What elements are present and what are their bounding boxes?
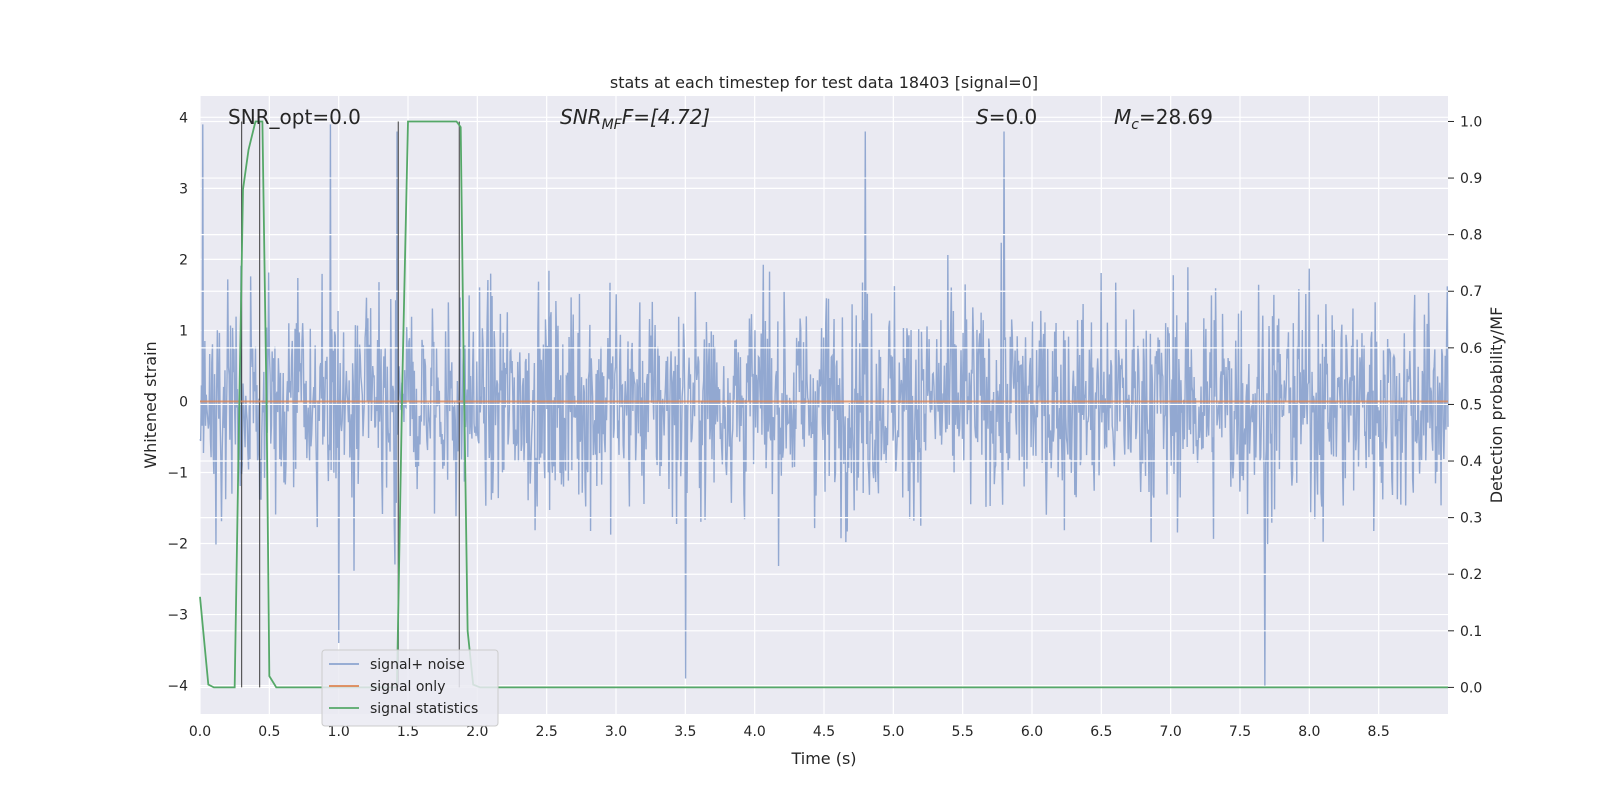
y-right-tick-label: 0.3 bbox=[1460, 511, 1482, 527]
y-right-tick-label: 0.0 bbox=[1460, 680, 1482, 696]
x-axis-ticks: 0.0 0.5 1.0 1.5 2.0 2.5 3.0 3.5 4.0 4.5 5.0 5.5 6.0 6… bbox=[189, 724, 1390, 740]
s-rest: =0.0 bbox=[989, 105, 1038, 129]
y-left-tick-label: −2 bbox=[167, 537, 188, 553]
x-tick-label: 5.5 bbox=[952, 724, 974, 740]
y-right-tick-label: 0.9 bbox=[1460, 171, 1482, 187]
annotation-mc: Mc=28.69 bbox=[1114, 105, 1213, 133]
y-right-tick-label: 0.1 bbox=[1460, 624, 1482, 640]
y-right-tick-label: 0.4 bbox=[1460, 454, 1482, 470]
x-tick-label: 4.5 bbox=[813, 724, 835, 740]
legend-label-signal-statistics: signal statistics bbox=[370, 701, 478, 717]
x-tick-label: 3.5 bbox=[674, 724, 696, 740]
x-tick-label: 0.5 bbox=[258, 724, 280, 740]
y-axis-left-ticks: 4 3 2 1 0 −1 −2 −3 −4 bbox=[167, 110, 188, 694]
x-tick-label: 6.5 bbox=[1090, 724, 1112, 740]
signal-statistics-line bbox=[199, 120, 1448, 689]
x-tick-label: 0.0 bbox=[189, 724, 211, 740]
x-tick-label: 7.5 bbox=[1229, 724, 1251, 740]
y-left-tick-label: −3 bbox=[167, 608, 188, 624]
signal-noise-line bbox=[199, 124, 1449, 686]
x-tick-label: 4.0 bbox=[744, 724, 766, 740]
mc-sub: c bbox=[1131, 117, 1139, 133]
legend-box bbox=[321, 649, 499, 727]
legend-label-signal-noise: signal+ noise bbox=[370, 657, 465, 673]
chart-title: stats at each timestep for test data 184… bbox=[610, 73, 1038, 92]
mc-rest: =28.69 bbox=[1139, 105, 1213, 129]
y-left-tick-label: −4 bbox=[167, 679, 188, 695]
y-axis-left-label: Whitened strain bbox=[141, 341, 160, 468]
x-tick-label: 2.5 bbox=[536, 724, 558, 740]
legend-label-signal-only: signal only bbox=[370, 679, 445, 695]
snr-mf-rest: F=[4.72] bbox=[622, 105, 710, 129]
x-tick-label: 8.5 bbox=[1368, 724, 1390, 740]
y-right-tick-label: 0.8 bbox=[1460, 228, 1482, 244]
y-right-tick-label: 0.7 bbox=[1460, 284, 1482, 300]
y-right-tick-label: 1.0 bbox=[1460, 114, 1482, 130]
s-main: S bbox=[976, 105, 989, 129]
y-left-tick-label: −1 bbox=[167, 465, 188, 481]
x-tick-label: 7.0 bbox=[1160, 724, 1182, 740]
annotation-s: S=0.0 bbox=[976, 105, 1037, 129]
y-axis-right-label: Detection probability/MF bbox=[1487, 307, 1506, 504]
annotation-snr-opt: SNR_opt=0.0 bbox=[228, 105, 361, 129]
x-axis-label: Time (s) bbox=[790, 749, 856, 768]
annotation-snr-mf: SNRMFF=[4.72] bbox=[560, 105, 710, 133]
snr-mf-main: SNR bbox=[560, 105, 602, 129]
y-left-tick-label: 4 bbox=[179, 110, 188, 126]
x-tick-label: 1.5 bbox=[397, 724, 419, 740]
y-right-tick-label: 0.6 bbox=[1460, 341, 1482, 357]
y-left-tick-label: 2 bbox=[179, 252, 188, 268]
y-left-tick-label: 1 bbox=[179, 323, 188, 339]
x-tick-label: 8.0 bbox=[1298, 724, 1320, 740]
signal-statistics-series bbox=[199, 120, 1448, 689]
x-tick-label: 5.0 bbox=[882, 724, 904, 740]
noise-series bbox=[199, 124, 1449, 686]
snr-mf-sub: MF bbox=[602, 117, 623, 133]
x-tick-label: 2.0 bbox=[466, 724, 488, 740]
y-left-tick-label: 0 bbox=[179, 394, 188, 410]
y-right-tick-label: 0.2 bbox=[1460, 567, 1482, 583]
y-right-tick-label: 0.5 bbox=[1460, 397, 1482, 413]
x-tick-label: 3.0 bbox=[605, 724, 627, 740]
y-axis-right-ticks: 1.0 0.9 0.8 0.7 0.6 0.5 0.4 0.3 0.2 0.1 0.0 bbox=[1448, 114, 1482, 696]
legend: signal+ noise signal only signal statist… bbox=[321, 649, 499, 727]
x-tick-label: 6.0 bbox=[1021, 724, 1043, 740]
x-tick-label: 1.0 bbox=[328, 724, 350, 740]
mc-main: M bbox=[1114, 105, 1131, 129]
y-left-tick-label: 3 bbox=[179, 181, 188, 197]
